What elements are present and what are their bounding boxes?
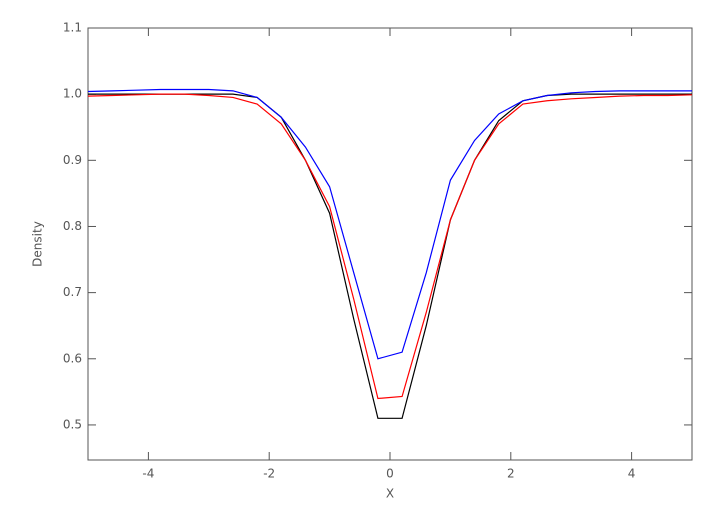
- x-tick-label: 0: [386, 467, 394, 481]
- plot-frame: [87, 27, 693, 461]
- x-tick-label: 4: [628, 467, 636, 481]
- y-tick-label: 0.8: [63, 219, 82, 233]
- series-line: [87, 88, 692, 360]
- series-line: [88, 93, 692, 419]
- y-tick-label: 1.1: [63, 21, 82, 35]
- y-tick-label: 0.6: [63, 351, 82, 365]
- x-tick-label: -4: [142, 467, 154, 481]
- y-axis-label: Density: [31, 221, 45, 267]
- x-axis-label: X: [386, 487, 394, 501]
- y-tick-label: 0.5: [63, 417, 82, 431]
- series-line: [87, 93, 693, 400]
- x-tick-label: 2: [507, 467, 515, 481]
- y-tick-label: 1.0: [63, 87, 82, 101]
- x-tick-label: -2: [263, 467, 275, 481]
- y-tick-label: 0.7: [63, 285, 82, 299]
- y-tick-label: 0.9: [63, 153, 82, 167]
